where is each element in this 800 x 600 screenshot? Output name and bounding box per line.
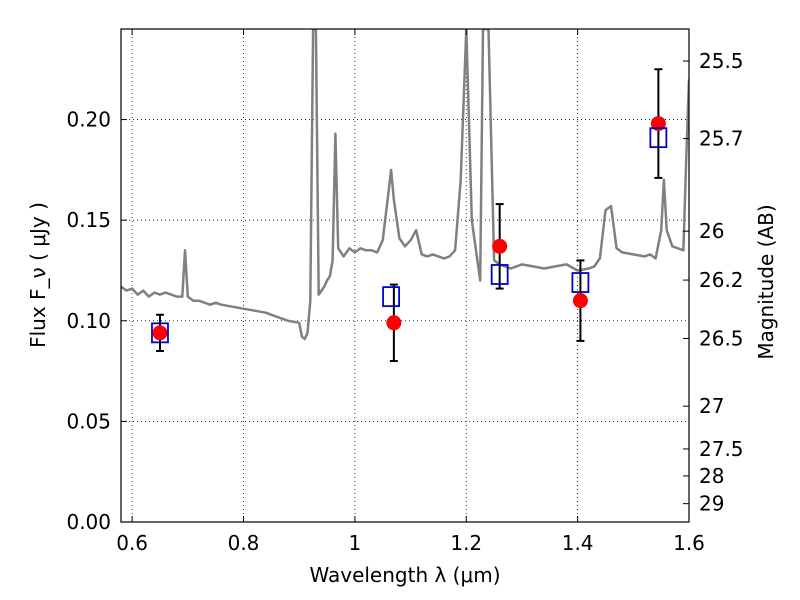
y2-axis: 25.5 25.7 26 26.2 26.5 27 27.5 28 29 <box>683 49 744 516</box>
observed-flux-point <box>386 315 402 331</box>
y-tick-label: 0.15 <box>66 208 111 232</box>
x-tick-label: 0.8 <box>228 531 260 555</box>
x-tick-label: 0.6 <box>116 531 148 555</box>
x-tick-label: 1.4 <box>562 531 594 555</box>
y-tick-label: 0.00 <box>66 510 111 534</box>
y2-tick-label: 27 <box>699 394 724 418</box>
x-axis: 0.6 0.8 1 1.2 1.4 1.6 <box>116 29 705 555</box>
model-flux-square <box>649 127 668 149</box>
y2-tick-label: 28 <box>699 464 724 488</box>
x-tick-label: 1.2 <box>450 531 482 555</box>
y2-axis-title: Magnitude (AB) <box>754 204 778 359</box>
y2-tick-label: 27.5 <box>699 437 744 461</box>
model-flux-square <box>151 322 169 344</box>
x-tick-label: 1.6 <box>673 531 705 555</box>
y2-tick-label: 26.5 <box>699 326 744 350</box>
x-axis-title: Wavelength λ (μm) <box>309 563 500 587</box>
marker-layer <box>151 68 668 363</box>
plot-frame <box>120 28 690 523</box>
y-tick-label: 0.10 <box>66 309 111 333</box>
data-layer <box>121 29 689 341</box>
model-flux-square <box>382 286 400 308</box>
y2-tick-label: 25.5 <box>699 49 744 73</box>
y-axis-title: Flux F_ν ( μJy ) <box>26 202 50 348</box>
plot-area <box>121 29 689 341</box>
x-tick-label: 1 <box>349 531 362 555</box>
observed-flux-point <box>572 293 588 309</box>
spectrum-line <box>121 29 689 341</box>
y-tick-label: 0.20 <box>66 108 111 132</box>
y2-tick-label: 29 <box>699 492 724 516</box>
y2-tick-label: 26 <box>699 219 724 243</box>
y2-tick-label: 25.7 <box>699 127 744 151</box>
y-tick-label: 0.05 <box>66 409 111 433</box>
grid-layer <box>121 29 689 522</box>
y-axis: 0.00 0.05 0.10 0.15 0.20 <box>66 108 127 534</box>
model-flux-square <box>490 264 509 285</box>
observed-flux-point <box>492 238 508 254</box>
y2-tick-label: 26.2 <box>699 268 744 292</box>
observed-flux-point <box>152 325 168 341</box>
model-flux-square <box>571 272 590 293</box>
